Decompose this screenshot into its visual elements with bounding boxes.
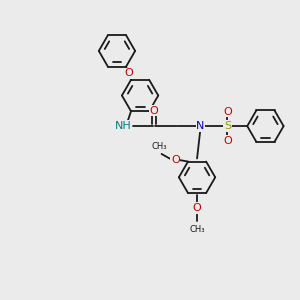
Text: NH: NH [114,121,131,131]
Text: O: O [193,203,201,213]
Text: O: O [171,155,180,165]
Text: CH₃: CH₃ [151,142,167,151]
Text: N: N [196,121,205,131]
Text: O: O [223,106,232,117]
Text: S: S [224,121,231,131]
Text: CH₃: CH₃ [189,225,205,234]
Text: O: O [124,68,133,78]
Text: O: O [150,106,158,116]
Text: O: O [223,136,232,146]
